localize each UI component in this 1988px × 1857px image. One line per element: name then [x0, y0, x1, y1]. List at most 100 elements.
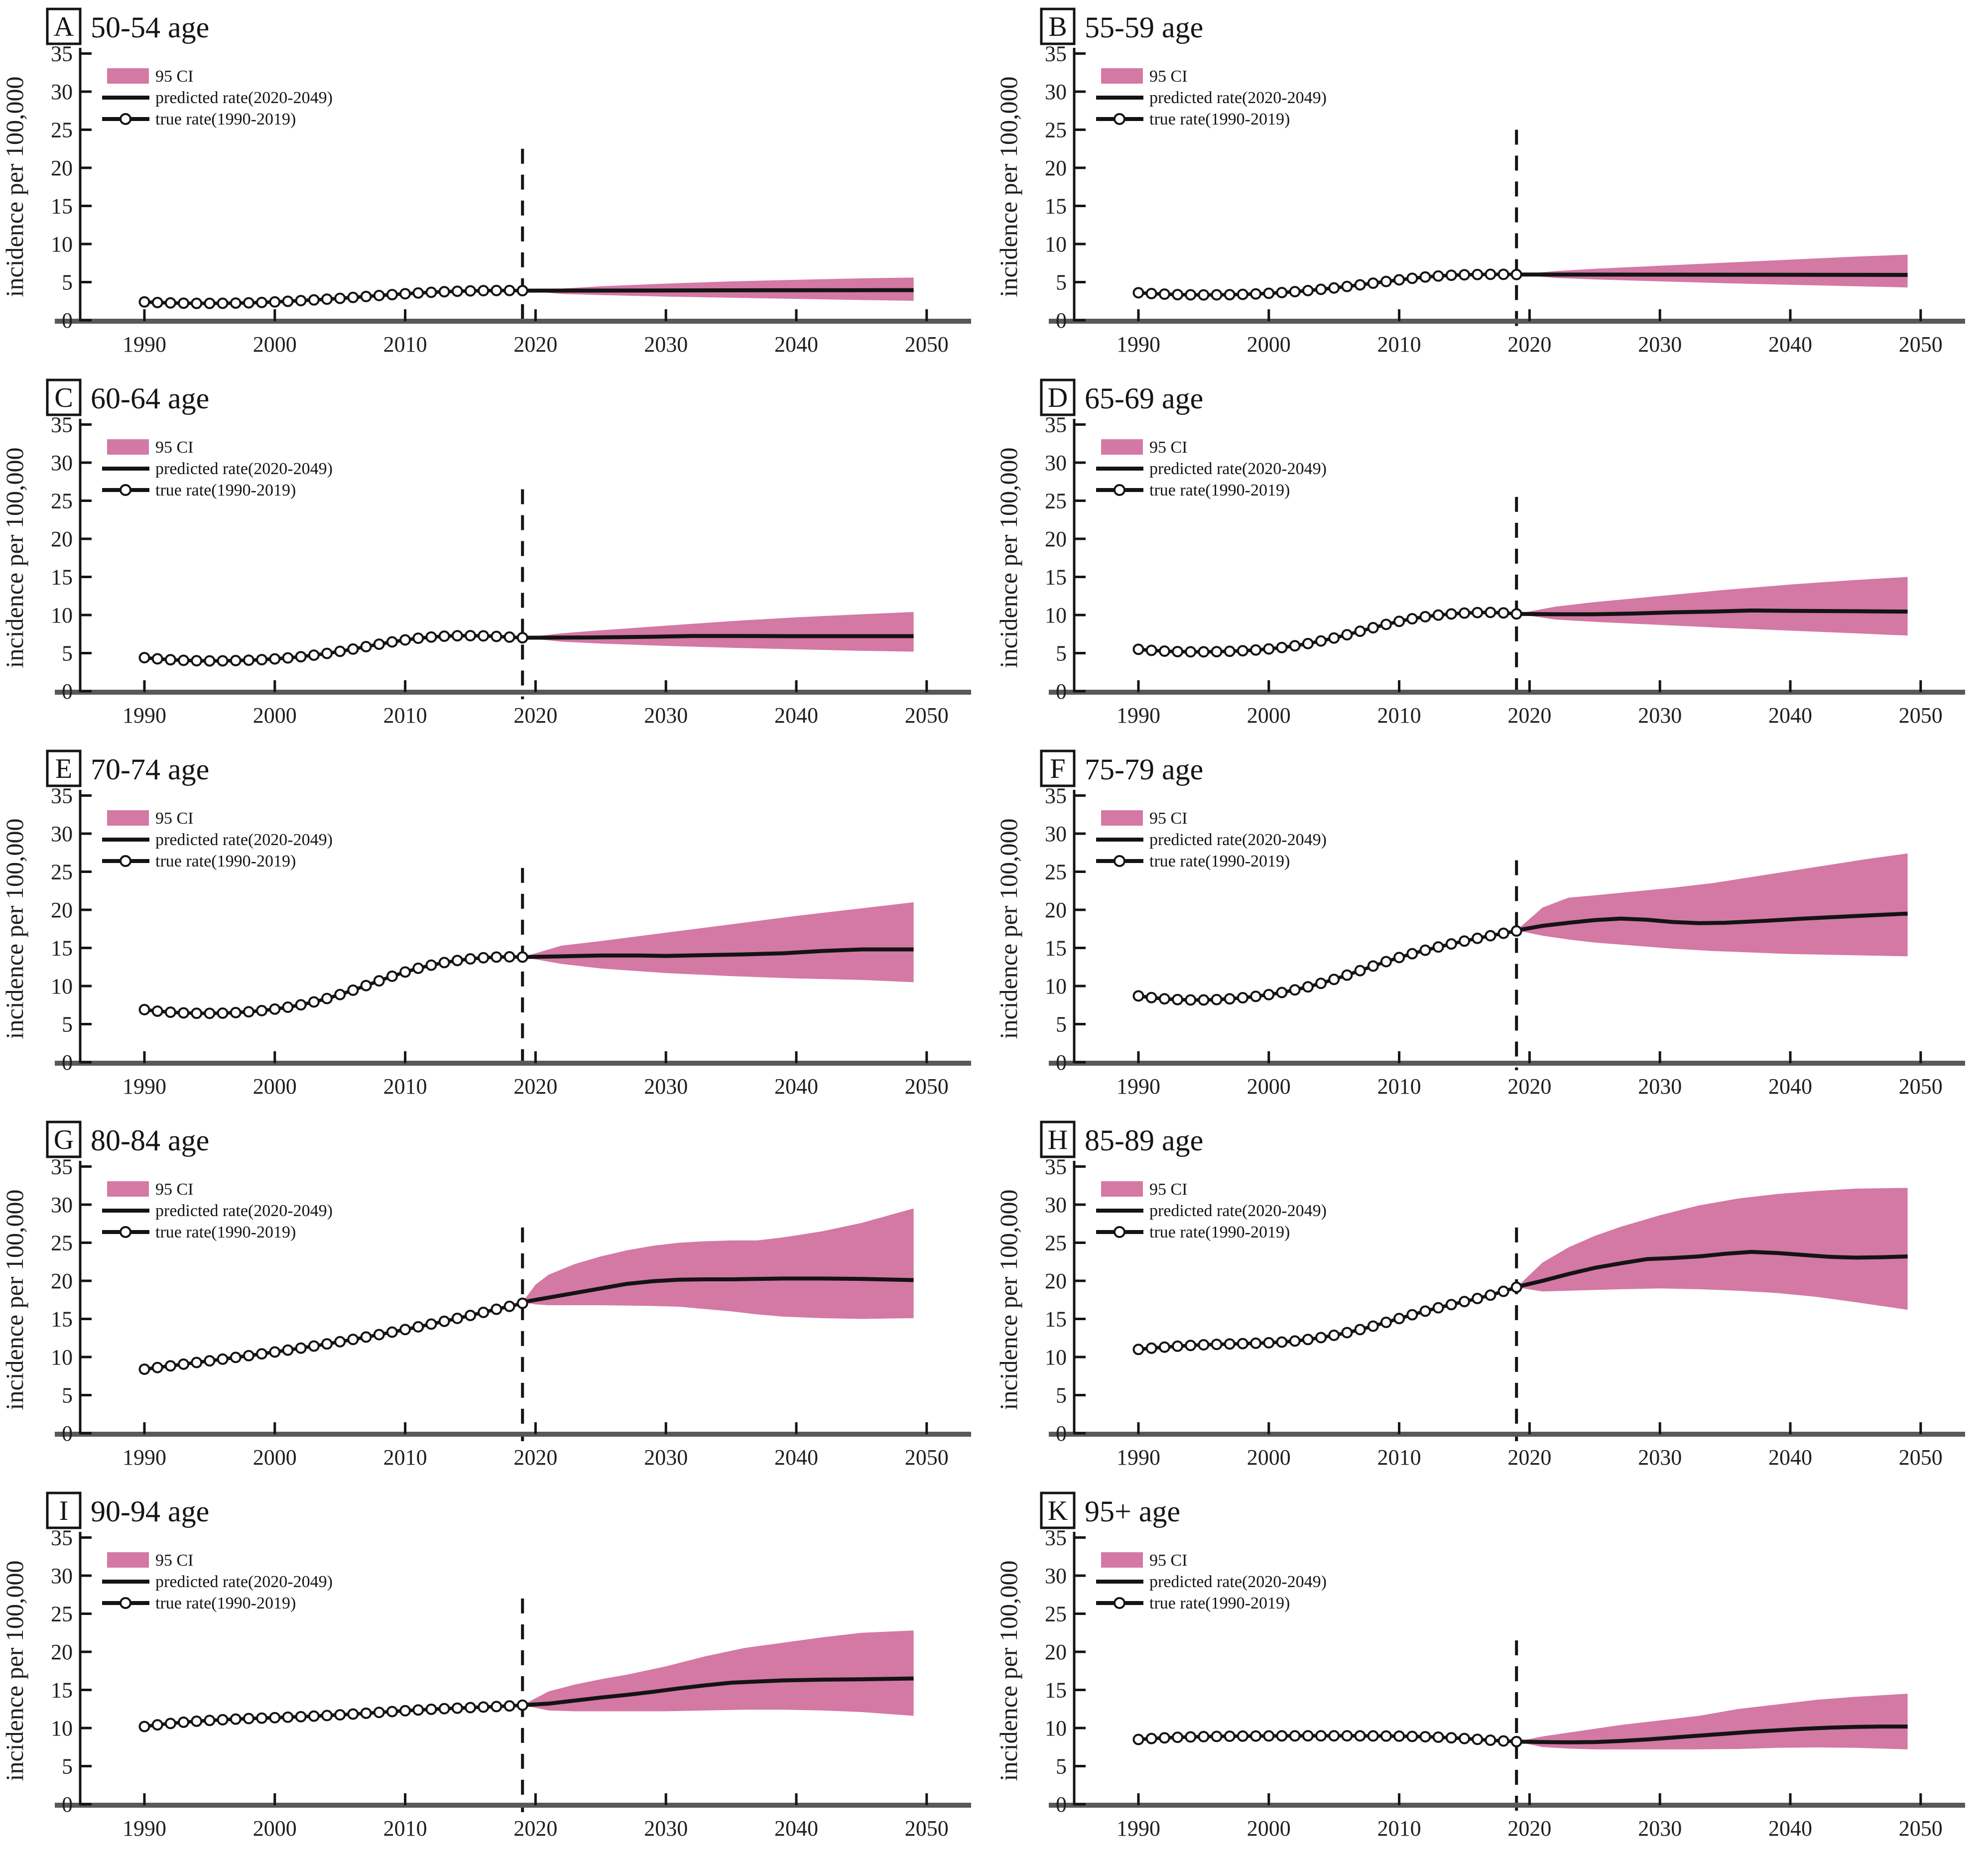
true-rate-marker [438, 630, 450, 642]
y-tick-label: 10 [51, 1716, 73, 1740]
legend-ci-swatch [1101, 439, 1143, 455]
legend-ci-label: 95 CI [155, 1180, 194, 1199]
x-tick-label: 2000 [253, 332, 297, 357]
y-tick-label: 0 [1056, 679, 1067, 704]
true-rate-marker [321, 1338, 333, 1350]
true-rate-marker [1289, 640, 1301, 652]
true-rate-marker [1497, 1285, 1509, 1297]
true-rate-marker [1406, 613, 1418, 624]
true-rate-marker [1132, 643, 1144, 655]
y-tick-label: 35 [1045, 1155, 1067, 1179]
y-tick-label: 30 [51, 80, 73, 104]
true-rate-marker [503, 631, 515, 643]
x-tick-label: 2050 [905, 1074, 949, 1099]
x-tick-label: 2010 [1377, 703, 1421, 728]
true-rate-marker [1198, 1339, 1210, 1351]
panel-title: 80-84 age [91, 1124, 209, 1157]
x-tick-label: 2040 [1768, 703, 1812, 728]
x-tick-label: 2020 [1507, 1816, 1551, 1841]
true-rate-marker [1328, 1730, 1340, 1742]
y-tick-label: 5 [1056, 270, 1067, 295]
true-rate-marker [1315, 283, 1327, 295]
panel-chart-A: 0 5 10 15 20 25 30 35 1990 2000 2010 2020 2030 2040 20… [0, 7, 971, 357]
true-rate-marker [1472, 607, 1484, 619]
true-rate-marker [217, 1353, 229, 1365]
y-tick-label: 0 [1056, 1421, 1067, 1446]
true-rate-marker [164, 1006, 176, 1018]
panel-title: 95+ age [1085, 1495, 1180, 1528]
panel-B: 0 5 10 15 20 25 30 35 1990 2000 2010 2020 2030 2040 20… [994, 0, 1988, 371]
legend-predicted-label: predicted rate(2020-2049) [155, 460, 333, 478]
true-rate-marker [1158, 645, 1170, 657]
y-tick-label: 20 [1045, 156, 1067, 180]
true-rate-marker [1497, 268, 1509, 280]
legend-ci-swatch [107, 1552, 149, 1568]
panel-chart-H: 0 5 10 15 20 25 30 35 1990 2000 2010 2020 2030 2040 20… [994, 1120, 1965, 1470]
legend-ci-label: 95 CI [1149, 438, 1188, 457]
predicted-rate-line [522, 288, 914, 293]
true-rate-marker [1315, 1332, 1327, 1344]
x-tick-label: 2050 [1899, 1445, 1943, 1470]
true-rate-marker [321, 293, 333, 305]
y-tick-label: 0 [62, 1050, 73, 1075]
panel-chart-F: 0 5 10 15 20 25 30 35 1990 2000 2010 2020 2030 2040 20… [994, 749, 1965, 1099]
x-tick-label: 2010 [1377, 1445, 1421, 1470]
true-rate-marker [243, 1350, 254, 1362]
legend-ci-label: 95 CI [155, 1551, 194, 1570]
true-rate-marker [1419, 944, 1431, 956]
y-tick-label: 0 [1056, 1792, 1067, 1817]
true-rate-marker [373, 1329, 385, 1341]
true-rate-marker [491, 284, 502, 296]
panel-letter-box [1040, 1120, 1076, 1158]
panel-chart-K: 0 5 10 15 20 25 30 35 1990 2000 2010 2020 2030 2040 20… [994, 1491, 1965, 1841]
true-rate-marker [230, 297, 242, 309]
ci-band [522, 612, 914, 652]
legend-ci-swatch [107, 1181, 149, 1197]
y-tick-label: 20 [1045, 898, 1067, 922]
y-tick-label: 35 [1045, 784, 1067, 808]
true-rate-marker [256, 1004, 268, 1016]
y-tick-label: 25 [1045, 860, 1067, 884]
true-rate-marker [1132, 1344, 1144, 1356]
x-tick-label: 1990 [1117, 1074, 1160, 1099]
x-tick-label: 2020 [513, 1445, 557, 1470]
true-rate-marker [308, 294, 320, 306]
x-tick-label: 2010 [383, 1816, 427, 1841]
true-rate-marker [1158, 1732, 1170, 1744]
x-tick-label: 2010 [383, 1445, 427, 1470]
panel-F: 0 5 10 15 20 25 30 35 1990 2000 2010 2020 2030 2040 20… [994, 742, 1988, 1113]
x-tick-label: 2030 [644, 703, 688, 728]
true-rate-marker [1419, 611, 1431, 622]
true-rate-marker [1341, 629, 1353, 641]
true-rate-marker [1237, 992, 1248, 1004]
legend-predicted-label: predicted rate(2020-2049) [1149, 89, 1327, 107]
true-rate-marker [1315, 635, 1327, 647]
legend-ci-swatch [107, 439, 149, 455]
panel-chart-C: 0 5 10 15 20 25 30 35 1990 2000 2010 2020 2030 2040 20… [0, 378, 971, 728]
legend-predicted-label: predicted rate(2020-2049) [155, 1573, 333, 1591]
panel-letter-box [1040, 378, 1076, 416]
true-rate-marker [204, 1715, 216, 1727]
true-rate-marker [1367, 622, 1379, 634]
panel-I: 0 5 10 15 20 25 30 35 1990 2000 2010 2020 2030 2040 20… [0, 1484, 994, 1857]
legend-true-marker [1114, 855, 1125, 867]
true-rate-marker [1354, 279, 1366, 291]
true-rate-marker [438, 957, 450, 969]
true-rate-marker [1132, 1733, 1144, 1745]
y-axis-label: incidence per 100,000 [994, 819, 1022, 1039]
panel-title: 75-79 age [1085, 753, 1203, 786]
predicted-rate-line [1516, 1724, 1908, 1744]
true-rate-marker [1354, 625, 1366, 637]
true-rate-marker [438, 1703, 450, 1715]
x-tick-label: 2020 [513, 703, 557, 728]
y-tick-label: 5 [62, 270, 73, 295]
true-rate-marker [1302, 1334, 1314, 1346]
panel-title: 65-69 age [1085, 382, 1203, 415]
y-tick-label: 25 [1045, 1602, 1067, 1626]
y-tick-label: 35 [51, 413, 73, 437]
panel-chart-G: 0 5 10 15 20 25 30 35 1990 2000 2010 2020 2030 2040 20… [0, 1120, 971, 1470]
y-tick-label: 20 [1045, 1640, 1067, 1664]
y-tick-label: 35 [1045, 1526, 1067, 1550]
legend: 95 CI predicted rate(2020-2049) true rate(… [1096, 67, 1327, 128]
legend-predicted-label: predicted rate(2020-2049) [155, 831, 333, 849]
